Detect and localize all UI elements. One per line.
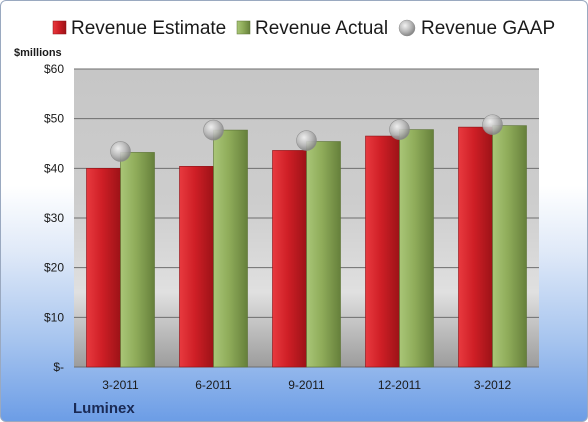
gaap-marker [389, 119, 410, 140]
legend-item-gaap: Revenue GAAP [398, 18, 555, 39]
gaap-markers [110, 114, 503, 162]
x-tick-label: 3-2011 [102, 378, 139, 392]
actual-bar [213, 129, 248, 368]
legend: Revenue Estimate Revenue Actual Revenue … [52, 18, 555, 39]
y-tick-label: $40 [44, 161, 64, 175]
estimate-bar [365, 135, 400, 368]
actual-bar [306, 141, 341, 368]
actual-bar [492, 125, 527, 368]
x-tick-label: 9-2011 [288, 378, 325, 392]
y-tick-label: $50 [44, 112, 64, 126]
estimate-bar [179, 166, 214, 368]
y-tick-label: $- [53, 360, 64, 374]
gaap-marker [203, 119, 224, 141]
y-axis-unit-label: $millions [14, 47, 62, 59]
actual-bar [120, 152, 155, 368]
x-tick-label: 6-2011 [195, 378, 232, 392]
legend-label-gaap: Revenue GAAP [421, 18, 555, 39]
gaap-marker [110, 141, 131, 162]
legend-label-actual: Revenue Actual [255, 18, 388, 39]
legend-item-actual: Revenue Actual [236, 18, 388, 39]
y-tick-label: $10 [44, 310, 64, 324]
estimate-bar [272, 150, 307, 368]
estimate-bar [86, 168, 121, 368]
x-axis-ticks: 3-2011 6-2011 9-2011 12-2011 3-2012 [102, 378, 511, 392]
y-tick-label: $20 [44, 261, 64, 275]
gaap-marker [296, 130, 317, 151]
x-tick-label: 12-2011 [378, 378, 421, 392]
y-tick-label: $30 [44, 211, 64, 225]
estimate-bar [458, 126, 493, 368]
legend-item-estimate: Revenue Estimate [52, 18, 226, 39]
x-tick-label: 3-2012 [474, 378, 512, 392]
gaap-marker [482, 114, 503, 135]
bars [86, 125, 527, 368]
y-axis-ticks: $- $10 $20 $30 $40 $50 $60 [44, 62, 64, 374]
legend-label-estimate: Revenue Estimate [71, 18, 226, 39]
y-tick-label: $60 [44, 62, 64, 76]
actual-bar [399, 129, 434, 368]
company-name: Luminex [73, 400, 135, 417]
